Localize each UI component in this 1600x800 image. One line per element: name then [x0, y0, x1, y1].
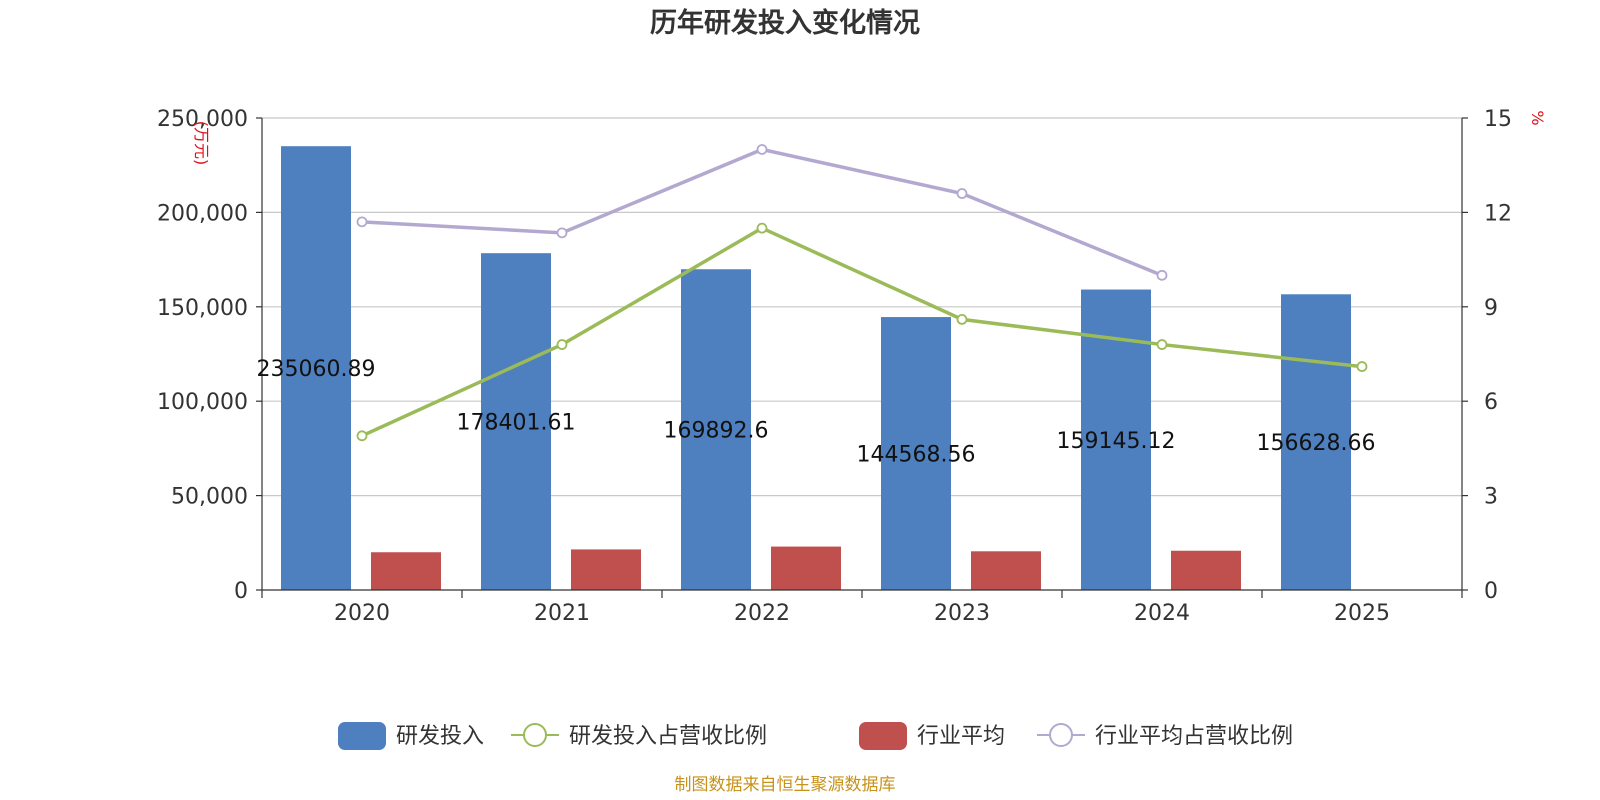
x-tick-label: 2024 [1134, 601, 1190, 626]
bar-data-label: 169892.6 [664, 419, 769, 444]
left-tick-label: 50,000 [171, 485, 248, 510]
legend: 研发投入 研发投入占营收比例 行业平均 行业平均占营收比例 [338, 722, 1293, 750]
bar-data-label: 178401.61 [457, 411, 576, 436]
x-tick-label: 2020 [334, 601, 390, 626]
line-point [1156, 339, 1168, 350]
line-point [556, 339, 568, 350]
left-tick-label: 0 [234, 579, 248, 604]
source-note: 制图数据来自恒生聚源数据库 [675, 775, 896, 795]
line-point [356, 430, 368, 442]
bar-rd-2022 [681, 269, 751, 590]
x-tick-label: 2021 [534, 601, 590, 626]
line-point [556, 227, 568, 239]
series-lines [356, 144, 1368, 442]
bar-industry-2023 [971, 551, 1041, 590]
x-tick-label: 2023 [934, 601, 990, 626]
bar-industry-2020 [371, 552, 441, 590]
line-point [1356, 361, 1368, 372]
bar-data-label: 235060.89 [257, 357, 376, 382]
right-tick-label: 0 [1484, 579, 1498, 604]
x-tick-label: 2025 [1334, 601, 1390, 626]
left-tick-label: 250,000 [157, 107, 248, 132]
bar-rd-2021 [481, 253, 551, 590]
bar-industry-2024 [1171, 550, 1241, 590]
legend-swatch-bar [859, 722, 907, 750]
bars [281, 146, 1351, 591]
left-tick-label: 100,000 [157, 390, 248, 415]
left-axis-unit: (万元) [192, 121, 211, 166]
right-tick-label: 3 [1484, 485, 1498, 510]
axes: 0 50,000 100,000 150,000 200,000 250,000 0 3 6 9 1… [157, 107, 1547, 626]
right-tick-label: 12 [1484, 201, 1512, 226]
legend-swatch-marker [1049, 723, 1073, 747]
line-point [1156, 269, 1168, 281]
legend-swatch-marker [523, 723, 547, 747]
line-rd-ratio [361, 226, 1363, 438]
legend-label: 行业平均占营收比例 [1095, 724, 1293, 749]
bar-data-label: 156628.66 [1257, 431, 1376, 456]
legend-label: 研发投入 [396, 724, 484, 749]
legend-swatch-bar [338, 722, 386, 750]
right-axis-unit: % [1528, 110, 1547, 125]
left-tick-label: 200,000 [157, 201, 248, 226]
bar-industry-2022 [771, 546, 841, 590]
grid-lines [262, 117, 1462, 497]
line-point [756, 144, 768, 155]
bar-rd-2020 [281, 146, 351, 591]
bar-rd-2025 [1281, 294, 1351, 590]
right-tick-label: 6 [1484, 390, 1498, 415]
data-labels: 235060.89 178401.61 169892.6 144568.56 15914… [257, 357, 1376, 467]
bar-industry-2021 [571, 549, 641, 590]
line-point [356, 216, 368, 228]
bar-data-label: 144568.56 [857, 443, 976, 468]
legend-label: 研发投入占营收比例 [569, 724, 767, 749]
line-point [956, 188, 968, 199]
bar-data-label: 159145.12 [1057, 429, 1176, 454]
x-tick-label: 2022 [734, 601, 790, 626]
legend-label: 行业平均 [917, 724, 1005, 749]
right-tick-label: 15 [1484, 107, 1512, 132]
line-point [956, 313, 968, 325]
chart-title: 历年研发投入变化情况 [650, 7, 920, 39]
left-tick-label: 150,000 [157, 296, 248, 321]
right-tick-label: 9 [1484, 296, 1498, 321]
line-point [756, 222, 768, 234]
bar-rd-2023 [881, 317, 951, 590]
